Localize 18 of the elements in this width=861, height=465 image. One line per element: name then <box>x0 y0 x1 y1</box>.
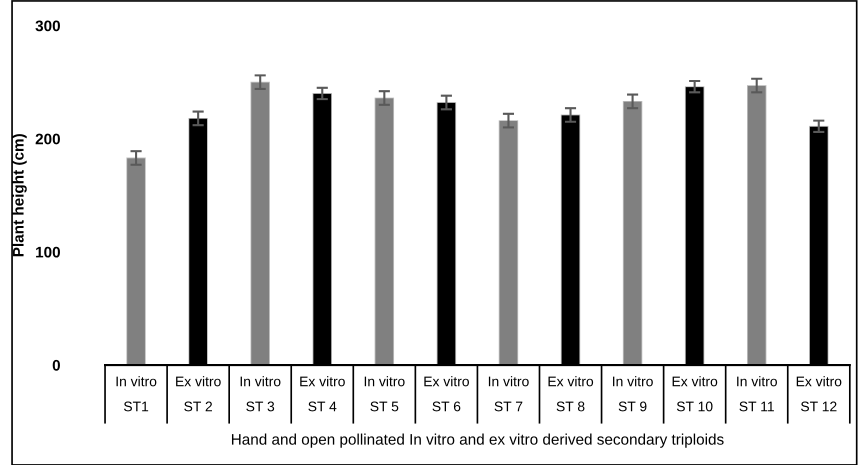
x-axis-title: Hand and open pollinated In vitro and ex vitro derived secondary triploids <box>232 434 724 448</box>
x-tick-label: Ex vitro ST 10 <box>672 376 718 412</box>
x-tick-label: In vitro ST 7 <box>488 376 529 412</box>
x-tick-label: Ex vitro ST 12 <box>796 376 842 412</box>
x-tick-label: In vitro ST1 <box>116 376 156 412</box>
x-tick-label: Ex vitro ST 8 <box>548 376 594 412</box>
x-tick-label: Ex vitro ST 2 <box>176 376 221 412</box>
x-tick-label: Ex vitro ST 4 <box>300 376 345 412</box>
x-tick-label: In vitro ST 9 <box>613 376 653 412</box>
x-tick-label: Ex vitro ST 6 <box>424 376 469 412</box>
x-tick-label: In vitro ST 11 <box>737 376 777 412</box>
y-tick-label: 100 <box>36 246 60 258</box>
x-tick-label: In vitro ST 3 <box>240 376 280 412</box>
y-axis-title: Plant height (cm) <box>12 134 27 256</box>
y-tick-label: 300 <box>35 20 60 32</box>
y-tick-label: 200 <box>36 134 60 144</box>
x-tick-label: In vitro ST 5 <box>364 376 405 412</box>
y-tick-label: 0 <box>52 360 60 371</box>
